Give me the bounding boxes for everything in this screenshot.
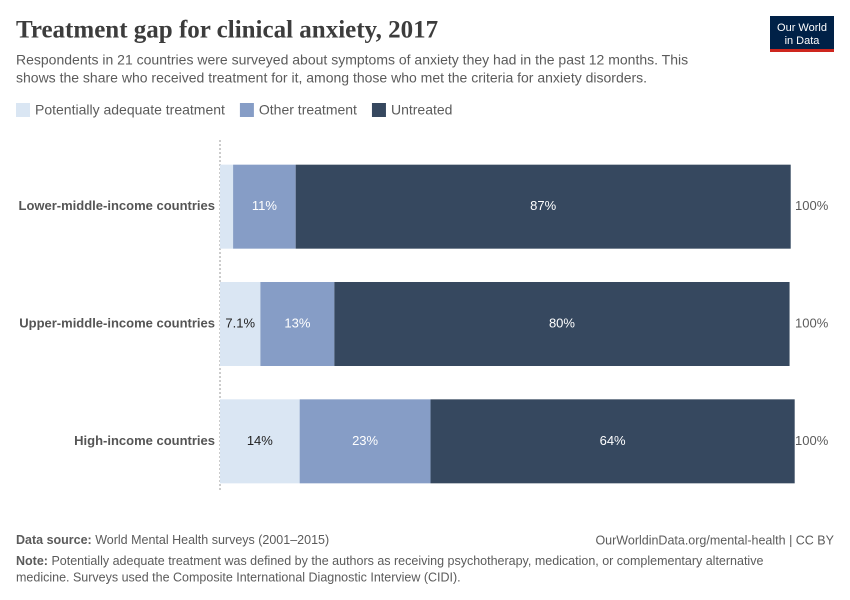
- logo-stripe: [770, 49, 834, 52]
- category-label: Upper-middle-income countries: [19, 315, 215, 330]
- bar-segment: [430, 399, 795, 484]
- logo-box: [770, 16, 834, 52]
- value-label: 11%: [252, 198, 277, 213]
- note: medicine. Surveys used the Composite Int…: [16, 570, 461, 584]
- bar-segment: [220, 164, 234, 249]
- value-label: 7.1%: [225, 315, 255, 330]
- bar-segment: [334, 282, 790, 366]
- source-text: World Mental Health surveys (2001–2015): [95, 533, 329, 547]
- bar-segment: [299, 399, 431, 484]
- bar-segment: [233, 164, 296, 249]
- url: OurWorldinData.org/mental-health | CC BY: [595, 533, 834, 547]
- value-label: 64%: [600, 433, 626, 448]
- legend-label: Potentially adequate treatment: [35, 102, 225, 118]
- bar-segment: [220, 282, 261, 366]
- category-label: Lower-middle-income countries: [19, 198, 215, 213]
- total-label: 100%: [795, 315, 829, 330]
- logo-text: Our World: [777, 22, 827, 34]
- chart-title: Treatment gap for clinical anxiety, 2017: [16, 17, 438, 44]
- bar-segment: [260, 282, 335, 366]
- subtitle: Respondents in 21 countries were surveye…: [16, 52, 688, 68]
- total-label: 100%: [795, 433, 829, 448]
- bar-segment: [220, 399, 300, 484]
- total-label: 100%: [795, 198, 829, 213]
- value-label: 23%: [352, 433, 378, 448]
- legend-swatch: [16, 103, 30, 117]
- source: Data source: World Mental Health surveys…: [16, 533, 329, 547]
- legend-swatch: [371, 103, 386, 117]
- category-label: High-income countries: [74, 433, 215, 448]
- logo-text: in Data: [785, 35, 821, 47]
- value-label: 14%: [247, 433, 273, 448]
- note: Note: Potentially adequate treatment was…: [16, 554, 763, 568]
- note-label: Note:: [16, 554, 48, 568]
- bar-segment: [295, 164, 791, 249]
- legend-label: Untreated: [391, 102, 452, 118]
- source-label: Data source:: [16, 533, 92, 547]
- legend-label: Other treatment: [259, 102, 357, 118]
- value-label: 87%: [530, 198, 556, 213]
- note-text: Potentially adequate treatment was defin…: [51, 554, 763, 568]
- value-label: 80%: [549, 315, 575, 330]
- subtitle: shows the share who received treatment f…: [16, 70, 647, 86]
- legend-swatch: [239, 103, 254, 117]
- value-label: 13%: [284, 315, 310, 330]
